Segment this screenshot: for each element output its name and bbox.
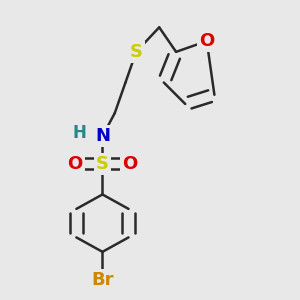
Text: Br: Br (91, 272, 114, 290)
Text: O: O (122, 155, 138, 173)
Text: N: N (95, 127, 110, 145)
Text: S: S (130, 43, 143, 61)
Text: S: S (96, 155, 109, 173)
Text: O: O (199, 32, 214, 50)
Text: O: O (67, 155, 83, 173)
Text: H: H (73, 124, 86, 142)
